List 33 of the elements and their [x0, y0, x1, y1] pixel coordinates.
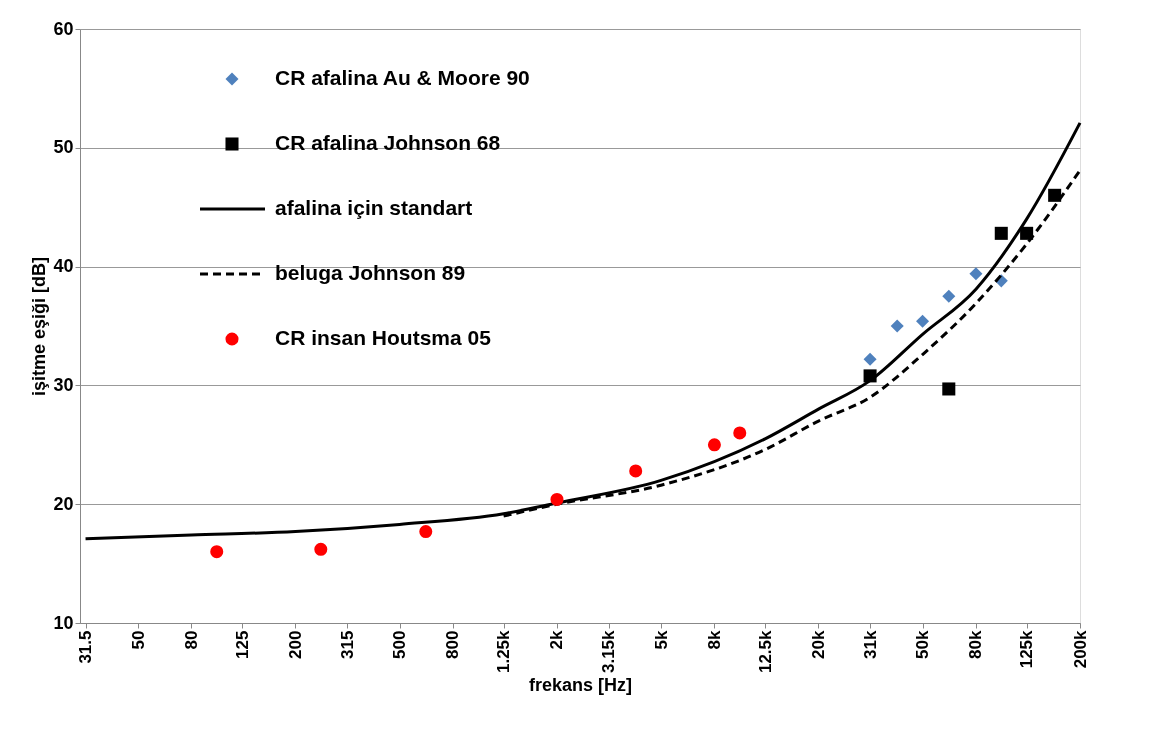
x-tick-label: 31k	[860, 629, 880, 659]
x-tick-label: 80k	[966, 629, 986, 659]
x-tick-label: 315	[337, 630, 357, 659]
x-tick-label: 800	[443, 630, 463, 659]
x-tick-label: 125k	[1017, 629, 1037, 669]
legend-label: beluga Johnson 89	[275, 261, 466, 284]
y-tick-label: 60	[53, 18, 74, 39]
x-tick-label: 2k	[547, 629, 567, 650]
x-tick-label: 50	[128, 630, 148, 650]
y-tick-label: 10	[53, 612, 74, 633]
x-tick-label: 200k	[1070, 629, 1090, 669]
x-tick-label: 20k	[808, 629, 828, 659]
x-tick-label: 200	[285, 630, 305, 659]
x-tick-label: 1.25k	[494, 629, 514, 674]
x-tick-label: 31.5	[76, 630, 96, 664]
x-tick-label: 3.15k	[599, 629, 619, 674]
legend-label: afalina için standart	[275, 196, 473, 219]
legend-label: CR insan Houtsma 05	[275, 326, 492, 349]
x-tick-label: 80	[181, 630, 201, 650]
y-tick-label: 40	[53, 256, 74, 277]
y-axis-title: işitme eşiği [dB]	[29, 256, 50, 397]
y-tick-label: 50	[53, 137, 74, 158]
x-tick-label: 12.5k	[755, 629, 775, 674]
x-tick-label: 50k	[913, 629, 933, 659]
y-tick-label: 20	[53, 493, 74, 514]
x-tick-label: 500	[390, 630, 410, 659]
x-axis-title: frekans [Hz]	[528, 675, 633, 696]
legend-label: CR afalina Johnson 68	[275, 131, 501, 154]
legend-label: CR afalina Au & Moore 90	[275, 66, 530, 89]
y-tick-label: 30	[53, 374, 74, 395]
x-tick-label: 8k	[704, 629, 724, 650]
x-tick-label: 5k	[651, 629, 671, 650]
x-tick-label: 125	[232, 630, 252, 659]
